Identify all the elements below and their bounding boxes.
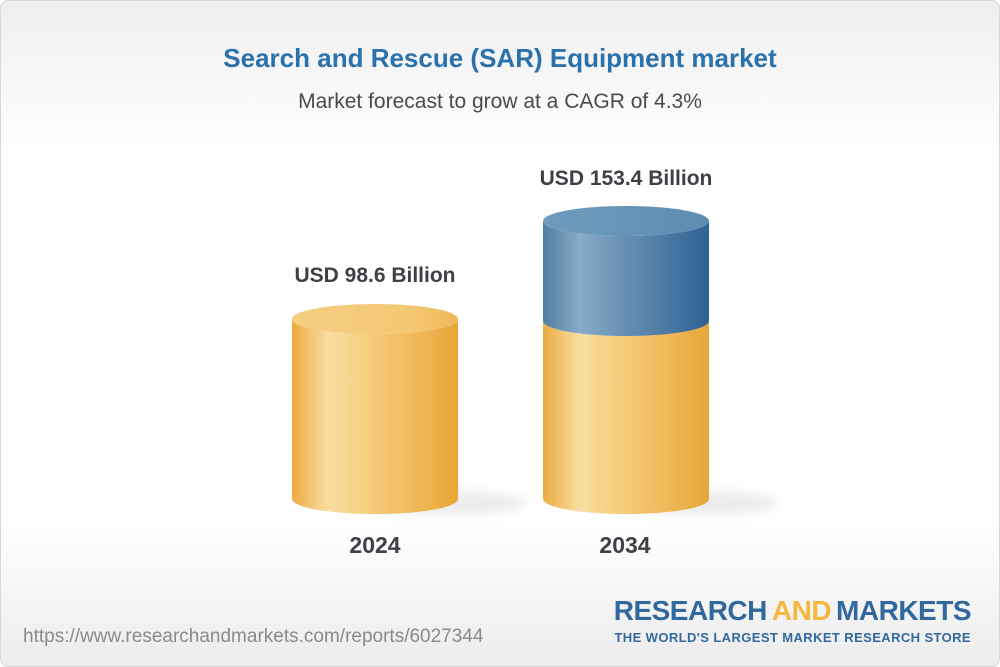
logo-wordmark: RESEARCH AND MARKETS xyxy=(613,595,972,627)
page-subtitle: Market forecast to grow at a CAGR of 4.3… xyxy=(298,90,702,113)
report-url[interactable]: https://www.researchandmarkets.com/repor… xyxy=(23,626,484,647)
logo-word-research: RESEARCH xyxy=(613,595,768,626)
cylinder-2034-base-segment xyxy=(543,321,709,514)
logo-word-and: AND xyxy=(771,595,832,626)
year-label-2024: 2024 xyxy=(349,532,401,558)
header: Search and Rescue (SAR) Equipment market… xyxy=(1,1,999,114)
cylinder-2034 xyxy=(543,206,709,514)
research-and-markets-logo: RESEARCH AND MARKETS THE WORLD'S LARGEST M… xyxy=(613,595,972,645)
cylinder-2024 xyxy=(292,304,458,514)
year-label-2034: 2034 xyxy=(599,532,651,558)
value-label-2024: USD 98.6 Billion xyxy=(294,264,456,287)
logo-tagline: THE WORLD'S LARGEST MARKET RESEARCH STOR… xyxy=(614,629,971,645)
cylinder-2034-growth-segment xyxy=(543,221,709,336)
logo-word-markets: MARKETS xyxy=(836,595,971,626)
value-label-2034: USD 153.4 Billion xyxy=(539,167,713,190)
page-title: Search and Rescue (SAR) Equipment market xyxy=(223,43,777,73)
